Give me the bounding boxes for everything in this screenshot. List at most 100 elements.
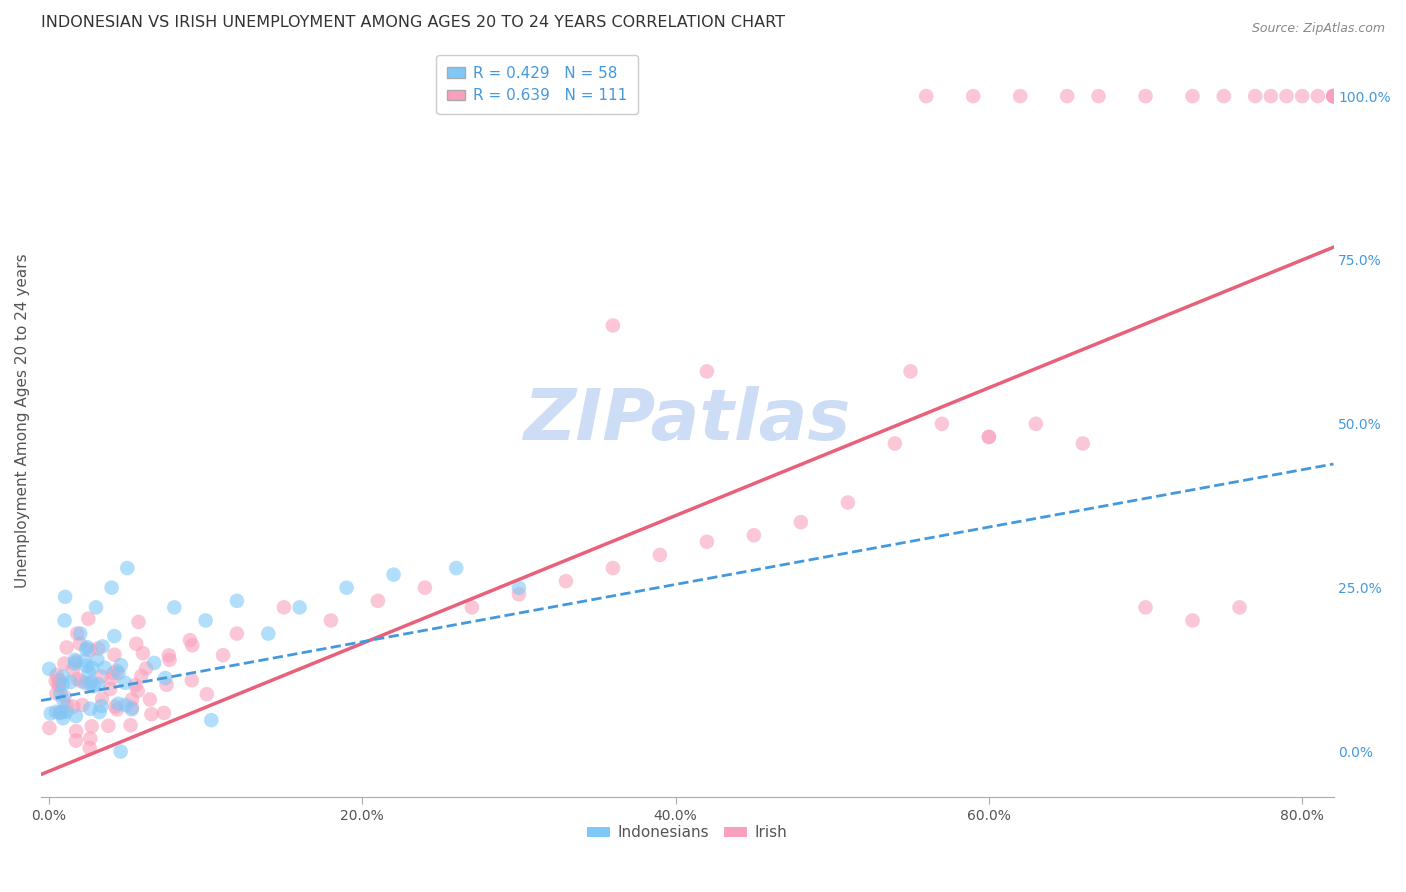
Point [48, 673, 70, 687]
Point [79, 741, 101, 756]
Point [79, 731, 101, 746]
Point [101, 672, 124, 686]
Point [77, 612, 100, 626]
Point [141, 707, 163, 722]
Point [76, 659, 98, 673]
Point [696, 364, 718, 378]
Point [52, 711, 75, 725]
Point [157, 648, 180, 663]
Point [319, 614, 342, 628]
Point [194, 614, 217, 628]
Point [508, 581, 530, 595]
Point [75, 676, 97, 690]
Point [62, 662, 84, 676]
Point [45, 668, 67, 682]
Point [49, 706, 72, 720]
Point [1025, 417, 1047, 431]
Point [1291, 89, 1313, 103]
Point [931, 417, 953, 431]
Point [181, 638, 204, 652]
Point [52, 670, 75, 684]
Point [103, 666, 125, 681]
Point [226, 594, 249, 608]
Point [48, 679, 70, 693]
Point [59, 675, 82, 690]
Point [554, 574, 576, 589]
Point [1260, 89, 1282, 103]
Point [367, 594, 389, 608]
Point [128, 615, 150, 629]
Point [79, 676, 101, 690]
Point [155, 678, 177, 692]
Point [70, 674, 93, 689]
Point [75, 642, 97, 657]
Point [69, 636, 91, 650]
Point [49, 687, 72, 701]
Point [1322, 89, 1344, 103]
Text: ZIPatlas: ZIPatlas [523, 386, 851, 455]
Text: INDONESIAN VS IRISH UNEMPLOYMENT AMONG AGES 20 TO 24 YEARS CORRELATION CHART: INDONESIAN VS IRISH UNEMPLOYMENT AMONG A… [41, 15, 785, 30]
Point [121, 700, 143, 714]
Point [977, 430, 1000, 444]
Point [837, 495, 859, 509]
Point [336, 581, 359, 595]
Point [63, 653, 86, 667]
Point [98, 681, 121, 696]
Point [38, 721, 60, 735]
Point [62, 699, 84, 714]
Point [56, 699, 79, 714]
Point [413, 581, 436, 595]
Point [226, 626, 249, 640]
Point [66, 672, 89, 686]
Point [143, 656, 166, 670]
Point [1229, 600, 1251, 615]
Point [180, 673, 202, 688]
Point [1056, 89, 1078, 103]
Point [86, 652, 108, 666]
Point [107, 666, 129, 681]
Point [508, 587, 530, 601]
Point [97, 719, 120, 733]
Point [63, 657, 86, 671]
Point [121, 702, 143, 716]
Point [66, 626, 89, 640]
Point [962, 89, 984, 103]
Point [1071, 436, 1094, 450]
Point [65, 724, 87, 739]
Point [273, 600, 295, 615]
Point [1322, 89, 1344, 103]
Point [53, 590, 76, 604]
Point [977, 430, 1000, 444]
Point [53, 690, 76, 704]
Point [696, 534, 718, 549]
Point [114, 698, 136, 712]
Point [135, 661, 157, 675]
Point [76, 640, 98, 655]
Point [45, 687, 67, 701]
Point [52, 693, 75, 707]
Point [110, 745, 132, 759]
Point [104, 699, 127, 714]
Point [159, 653, 181, 667]
Point [1275, 89, 1298, 103]
Point [1087, 89, 1109, 103]
Point [212, 648, 235, 662]
Point [117, 561, 139, 575]
Point [107, 697, 129, 711]
Point [91, 640, 114, 654]
Point [125, 637, 148, 651]
Point [65, 655, 87, 669]
Point [53, 657, 76, 671]
Point [79, 702, 101, 716]
Y-axis label: Unemployment Among Ages 20 to 24 years: Unemployment Among Ages 20 to 24 years [15, 253, 30, 588]
Point [915, 89, 938, 103]
Point [120, 718, 142, 732]
Point [83, 679, 105, 693]
Point [602, 561, 624, 575]
Point [288, 600, 311, 615]
Point [124, 678, 146, 692]
Point [883, 436, 905, 450]
Point [103, 629, 125, 643]
Point [461, 600, 484, 615]
Point [114, 675, 136, 690]
